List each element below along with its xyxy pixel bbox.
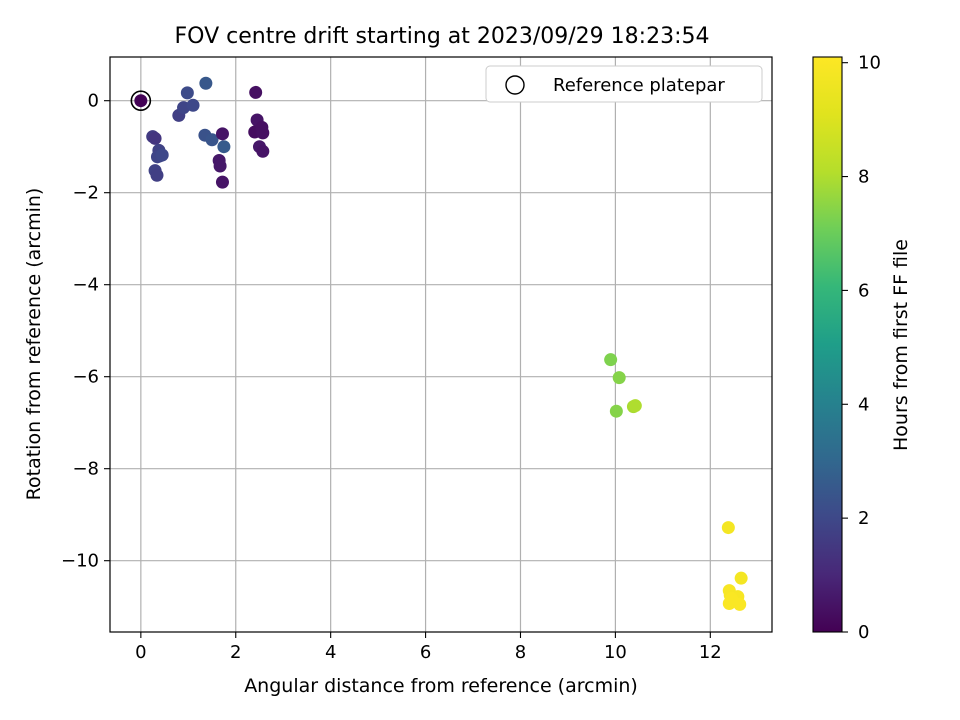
- colorbar-tick-label: 2: [858, 508, 869, 529]
- data-point: [155, 148, 169, 162]
- colorbar-tick-label: 0: [858, 622, 869, 643]
- chart-title: FOV centre drift starting at 2023/09/29 …: [175, 24, 710, 49]
- x-tick-label: 12: [699, 642, 722, 663]
- colorbar-tick-label: 8: [858, 167, 869, 188]
- data-point: [215, 127, 229, 141]
- data-point: [256, 126, 270, 140]
- colorbar: 0 2 4 6 8 10 Hours from first FF file: [812, 53, 912, 643]
- colorbar-gradient: [812, 56, 843, 633]
- colorbar-tick-label: 4: [858, 394, 869, 415]
- grid-lines: [110, 57, 772, 632]
- data-point: [150, 168, 164, 182]
- data-point: [733, 597, 747, 611]
- legend-reference-marker: [505, 75, 525, 95]
- colorbar-label: Hours from first FF file: [890, 239, 912, 451]
- data-point: [612, 371, 626, 385]
- y-tick-label: −6: [72, 367, 99, 388]
- data-point: [148, 131, 162, 145]
- data-point: [734, 571, 748, 585]
- x-tick-label: 2: [230, 642, 241, 663]
- data-point: [628, 399, 642, 413]
- x-tick-label: 4: [325, 642, 336, 663]
- data-point: [722, 596, 736, 610]
- data-point: [199, 76, 213, 90]
- data-point: [205, 133, 219, 147]
- data-point: [256, 144, 270, 158]
- x-axis-ticks: 0 2 4 6 8 10 12: [135, 632, 722, 663]
- data-points: [130, 76, 748, 611]
- reference-platepar-marker: [130, 90, 152, 111]
- data-point: [249, 85, 263, 99]
- colorbar-ticks: 0 2 4 6 8 10: [842, 53, 881, 643]
- data-point: [217, 140, 231, 154]
- data-point: [213, 159, 227, 173]
- x-tick-label: 6: [420, 642, 431, 663]
- legend-box: [485, 65, 763, 103]
- legend-label: Reference platepar: [553, 75, 725, 96]
- y-tick-label: 0: [88, 91, 99, 112]
- data-point: [134, 94, 148, 108]
- data-point: [721, 521, 735, 535]
- data-point: [604, 353, 618, 367]
- data-point: [180, 86, 194, 100]
- y-tick-label: −2: [72, 183, 99, 204]
- colorbar-tick-label: 10: [858, 53, 881, 74]
- y-axis-label: Rotation from reference (arcmin): [23, 188, 45, 501]
- data-point: [186, 98, 200, 112]
- x-tick-label: 0: [135, 642, 146, 663]
- y-tick-label: −8: [72, 459, 99, 480]
- y-tick-label: −10: [61, 551, 99, 572]
- y-tick-label: −4: [72, 275, 99, 296]
- y-axis-ticks: 0 −2 −4 −6 −8 −10: [61, 91, 110, 572]
- colorbar-tick-label: 6: [858, 280, 869, 301]
- x-tick-label: 10: [604, 642, 627, 663]
- data-point: [215, 175, 229, 189]
- x-axis-label: Angular distance from reference (arcmin): [244, 675, 638, 697]
- data-point: [609, 404, 623, 418]
- plot-area-frame: [109, 56, 773, 633]
- x-tick-label: 8: [515, 642, 526, 663]
- legend: Reference platepar: [485, 65, 763, 103]
